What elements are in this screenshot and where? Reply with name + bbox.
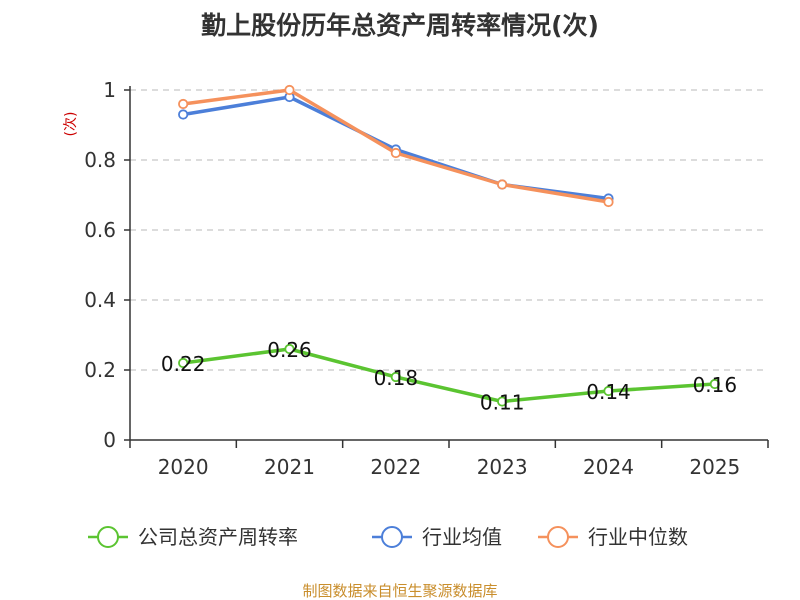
data-point[interactable] [603, 385, 614, 397]
y-tick-label: 0 [103, 428, 116, 452]
data-label: 0.22 [161, 352, 206, 376]
y-axis-label: (次) [63, 112, 79, 137]
data-point[interactable] [709, 378, 720, 390]
data-point[interactable] [284, 343, 295, 355]
data-label: 0.16 [693, 373, 738, 397]
legend-item-0[interactable]: 公司总资产周转率 [88, 525, 298, 549]
legend-swatch-marker [97, 526, 119, 548]
x-tick-label: 2024 [583, 455, 634, 479]
data-point[interactable] [178, 357, 189, 369]
legend[interactable]: 公司总资产周转率 行业均值 行业中位数 [88, 525, 688, 549]
x-tick-label: 2020 [158, 455, 209, 479]
x-tick-label: 2025 [689, 455, 740, 479]
data-point[interactable] [284, 84, 295, 96]
data-point[interactable] [178, 98, 189, 110]
y-tick-label: 1 [103, 78, 116, 102]
data-point[interactable] [603, 196, 614, 208]
data-point[interactable] [390, 147, 401, 159]
legend-item-1[interactable]: 行业均值 [372, 525, 502, 549]
data-label: 0.18 [374, 366, 419, 390]
y-tick-label: 0.2 [84, 358, 116, 382]
x-tick-label: 2021 [264, 455, 315, 479]
legend-item-2[interactable]: 行业中位数 [538, 525, 688, 549]
data-labels: 0.22 0.26 0.18 0.11 0.14 0.16 [161, 338, 737, 415]
legend-label: 行业中位数 [588, 525, 688, 549]
data-point[interactable] [497, 396, 508, 407]
legend-swatch-marker [381, 526, 403, 548]
data-point[interactable] [497, 179, 508, 190]
data-point[interactable] [178, 109, 189, 120]
y-tick-label: 0.6 [84, 218, 116, 242]
series-line-0 [182, 347, 715, 404]
axes: 0 0.2 0.4 0.6 0.8 1 2020 2021 2022 2023 2024 2025 [84, 78, 769, 479]
data-point[interactable] [390, 371, 401, 383]
y-tick-label: 0.4 [84, 288, 116, 312]
x-tick-label: 2022 [370, 455, 421, 479]
legend-label: 公司总资产周转率 [138, 525, 298, 549]
data-source-note: 制图数据来自恒生聚源数据库 [302, 582, 497, 600]
grid-lines [130, 89, 768, 371]
chart-title: 勤上股份历年总资产周转率情况(次) [201, 11, 599, 40]
legend-swatch-marker [547, 526, 569, 548]
y-tick-label: 0.8 [84, 148, 116, 172]
data-label: 0.11 [480, 391, 525, 415]
legend-label: 行业均值 [422, 525, 502, 549]
x-tick-label: 2023 [477, 455, 528, 479]
series-lines [178, 84, 720, 407]
data-label: 0.14 [586, 380, 631, 404]
data-label: 0.26 [267, 338, 312, 362]
